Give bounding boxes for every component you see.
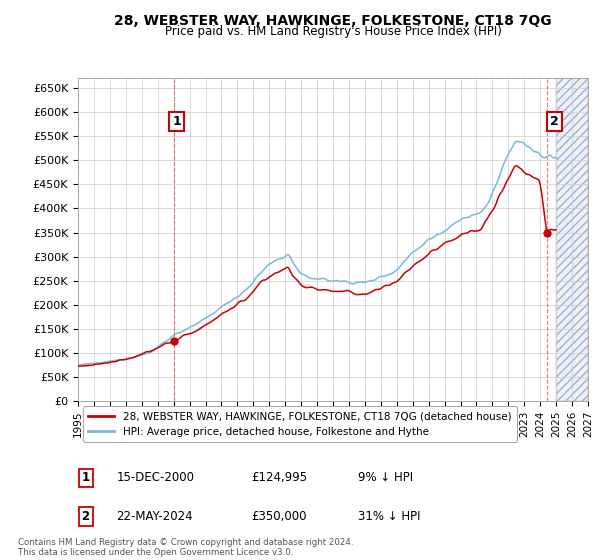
Text: £124,995: £124,995: [251, 472, 308, 484]
Text: 2: 2: [82, 510, 90, 523]
Text: 1: 1: [172, 115, 181, 128]
Text: 22-MAY-2024: 22-MAY-2024: [116, 510, 193, 523]
Text: 28, WEBSTER WAY, HAWKINGE, FOLKESTONE, CT18 7QG: 28, WEBSTER WAY, HAWKINGE, FOLKESTONE, C…: [114, 14, 552, 28]
Text: £350,000: £350,000: [251, 510, 307, 523]
Text: Price paid vs. HM Land Registry's House Price Index (HPI): Price paid vs. HM Land Registry's House …: [164, 25, 502, 38]
Text: 9% ↓ HPI: 9% ↓ HPI: [359, 472, 413, 484]
Text: 2: 2: [550, 115, 559, 128]
Text: 31% ↓ HPI: 31% ↓ HPI: [359, 510, 421, 523]
Text: 15-DEC-2000: 15-DEC-2000: [116, 472, 194, 484]
Text: Contains HM Land Registry data © Crown copyright and database right 2024.
This d: Contains HM Land Registry data © Crown c…: [18, 538, 353, 557]
Legend: 28, WEBSTER WAY, HAWKINGE, FOLKESTONE, CT18 7QG (detached house), HPI: Average p: 28, WEBSTER WAY, HAWKINGE, FOLKESTONE, C…: [83, 407, 517, 442]
Text: 1: 1: [82, 472, 90, 484]
